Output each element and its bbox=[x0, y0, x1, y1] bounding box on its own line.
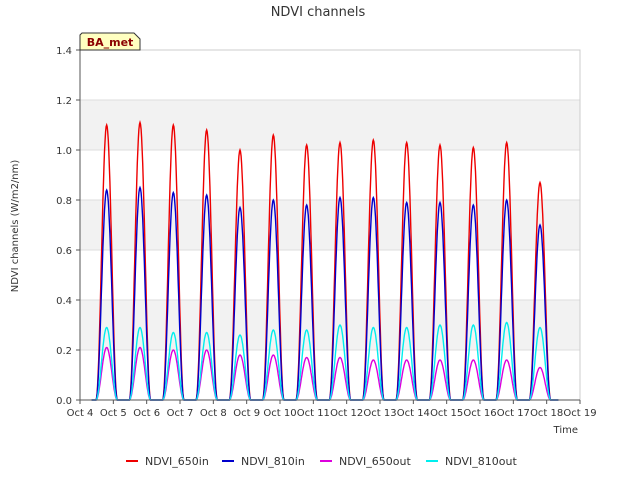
x-tick-label: Oct 16 bbox=[463, 408, 496, 419]
y-tick-label: 0.2 bbox=[56, 346, 72, 357]
station-badge: BA_met bbox=[79, 32, 141, 51]
x-tick-label: Oct 15 bbox=[430, 408, 463, 419]
station-badge-box bbox=[79, 32, 141, 51]
y-tick-label: 0.0 bbox=[56, 396, 72, 407]
legend-label: NDVI_650out bbox=[339, 455, 411, 468]
legend-item: NDVI_810out bbox=[426, 455, 517, 468]
x-tick-label: Oct 9 bbox=[233, 408, 260, 419]
series-line-ndvi_650out bbox=[91, 346, 559, 401]
x-tick-label: Oct 17 bbox=[497, 408, 530, 419]
y-tick-label: 0.6 bbox=[56, 246, 72, 257]
legend-item: NDVI_810in bbox=[222, 455, 305, 468]
x-tick-label: Oct 5 bbox=[100, 408, 127, 419]
x-tick-label: Oct 7 bbox=[167, 408, 194, 419]
y-tick-label: 1.4 bbox=[56, 46, 72, 57]
y-tick-label: 1.0 bbox=[56, 146, 72, 157]
y-axis-label: NDVI channels (W/m2/nm) bbox=[10, 160, 21, 293]
legend-item: NDVI_650in bbox=[126, 455, 209, 468]
y-tick-label: 0.8 bbox=[56, 196, 72, 207]
legend: NDVI_650in NDVI_810in NDVI_650out NDVI_810o… bbox=[126, 455, 517, 468]
series-line-ndvi_650in bbox=[91, 120, 559, 401]
x-tick-label: Oct 13 bbox=[363, 408, 396, 419]
x-tick-label: Oct 12 bbox=[330, 408, 363, 419]
legend-label: NDVI_650in bbox=[145, 455, 209, 468]
legend-item: NDVI_650out bbox=[320, 455, 411, 468]
background-bands bbox=[80, 100, 580, 350]
chart-title: NDVI channels bbox=[271, 5, 366, 20]
background-band bbox=[80, 200, 580, 250]
y-axis-ticks: 0.0 0.2 0.4 0.6 0.8 1.0 1.2 1.4 bbox=[56, 46, 80, 407]
x-axis-label: Time bbox=[553, 425, 578, 436]
x-tick-label: Oct 19 bbox=[563, 408, 596, 419]
background-band bbox=[80, 300, 580, 350]
legend-label: NDVI_810in bbox=[241, 455, 305, 468]
x-tick-label: Oct 4 bbox=[67, 408, 94, 419]
x-tick-label: Oct 6 bbox=[133, 408, 160, 419]
station-badge-label: BA_met bbox=[87, 36, 134, 49]
y-tick-label: 0.4 bbox=[56, 296, 72, 307]
x-tick-label: Oct 14 bbox=[397, 408, 430, 419]
x-tick-label: Oct 18 bbox=[530, 408, 563, 419]
axes bbox=[79, 50, 580, 401]
background-band bbox=[80, 100, 580, 150]
x-tick-label: Oct 10 bbox=[263, 408, 296, 419]
x-tick-label: Oct 8 bbox=[200, 408, 227, 419]
legend-label: NDVI_810out bbox=[445, 455, 517, 468]
series-lines bbox=[91, 120, 559, 401]
y-tick-label: 1.2 bbox=[56, 96, 72, 107]
x-axis-ticks: Oct 4 Oct 5 Oct 6 Oct 7 Oct 8 Oct 9 Oct 10 Oct … bbox=[67, 400, 597, 419]
x-tick-label: Oct 11 bbox=[297, 408, 330, 419]
